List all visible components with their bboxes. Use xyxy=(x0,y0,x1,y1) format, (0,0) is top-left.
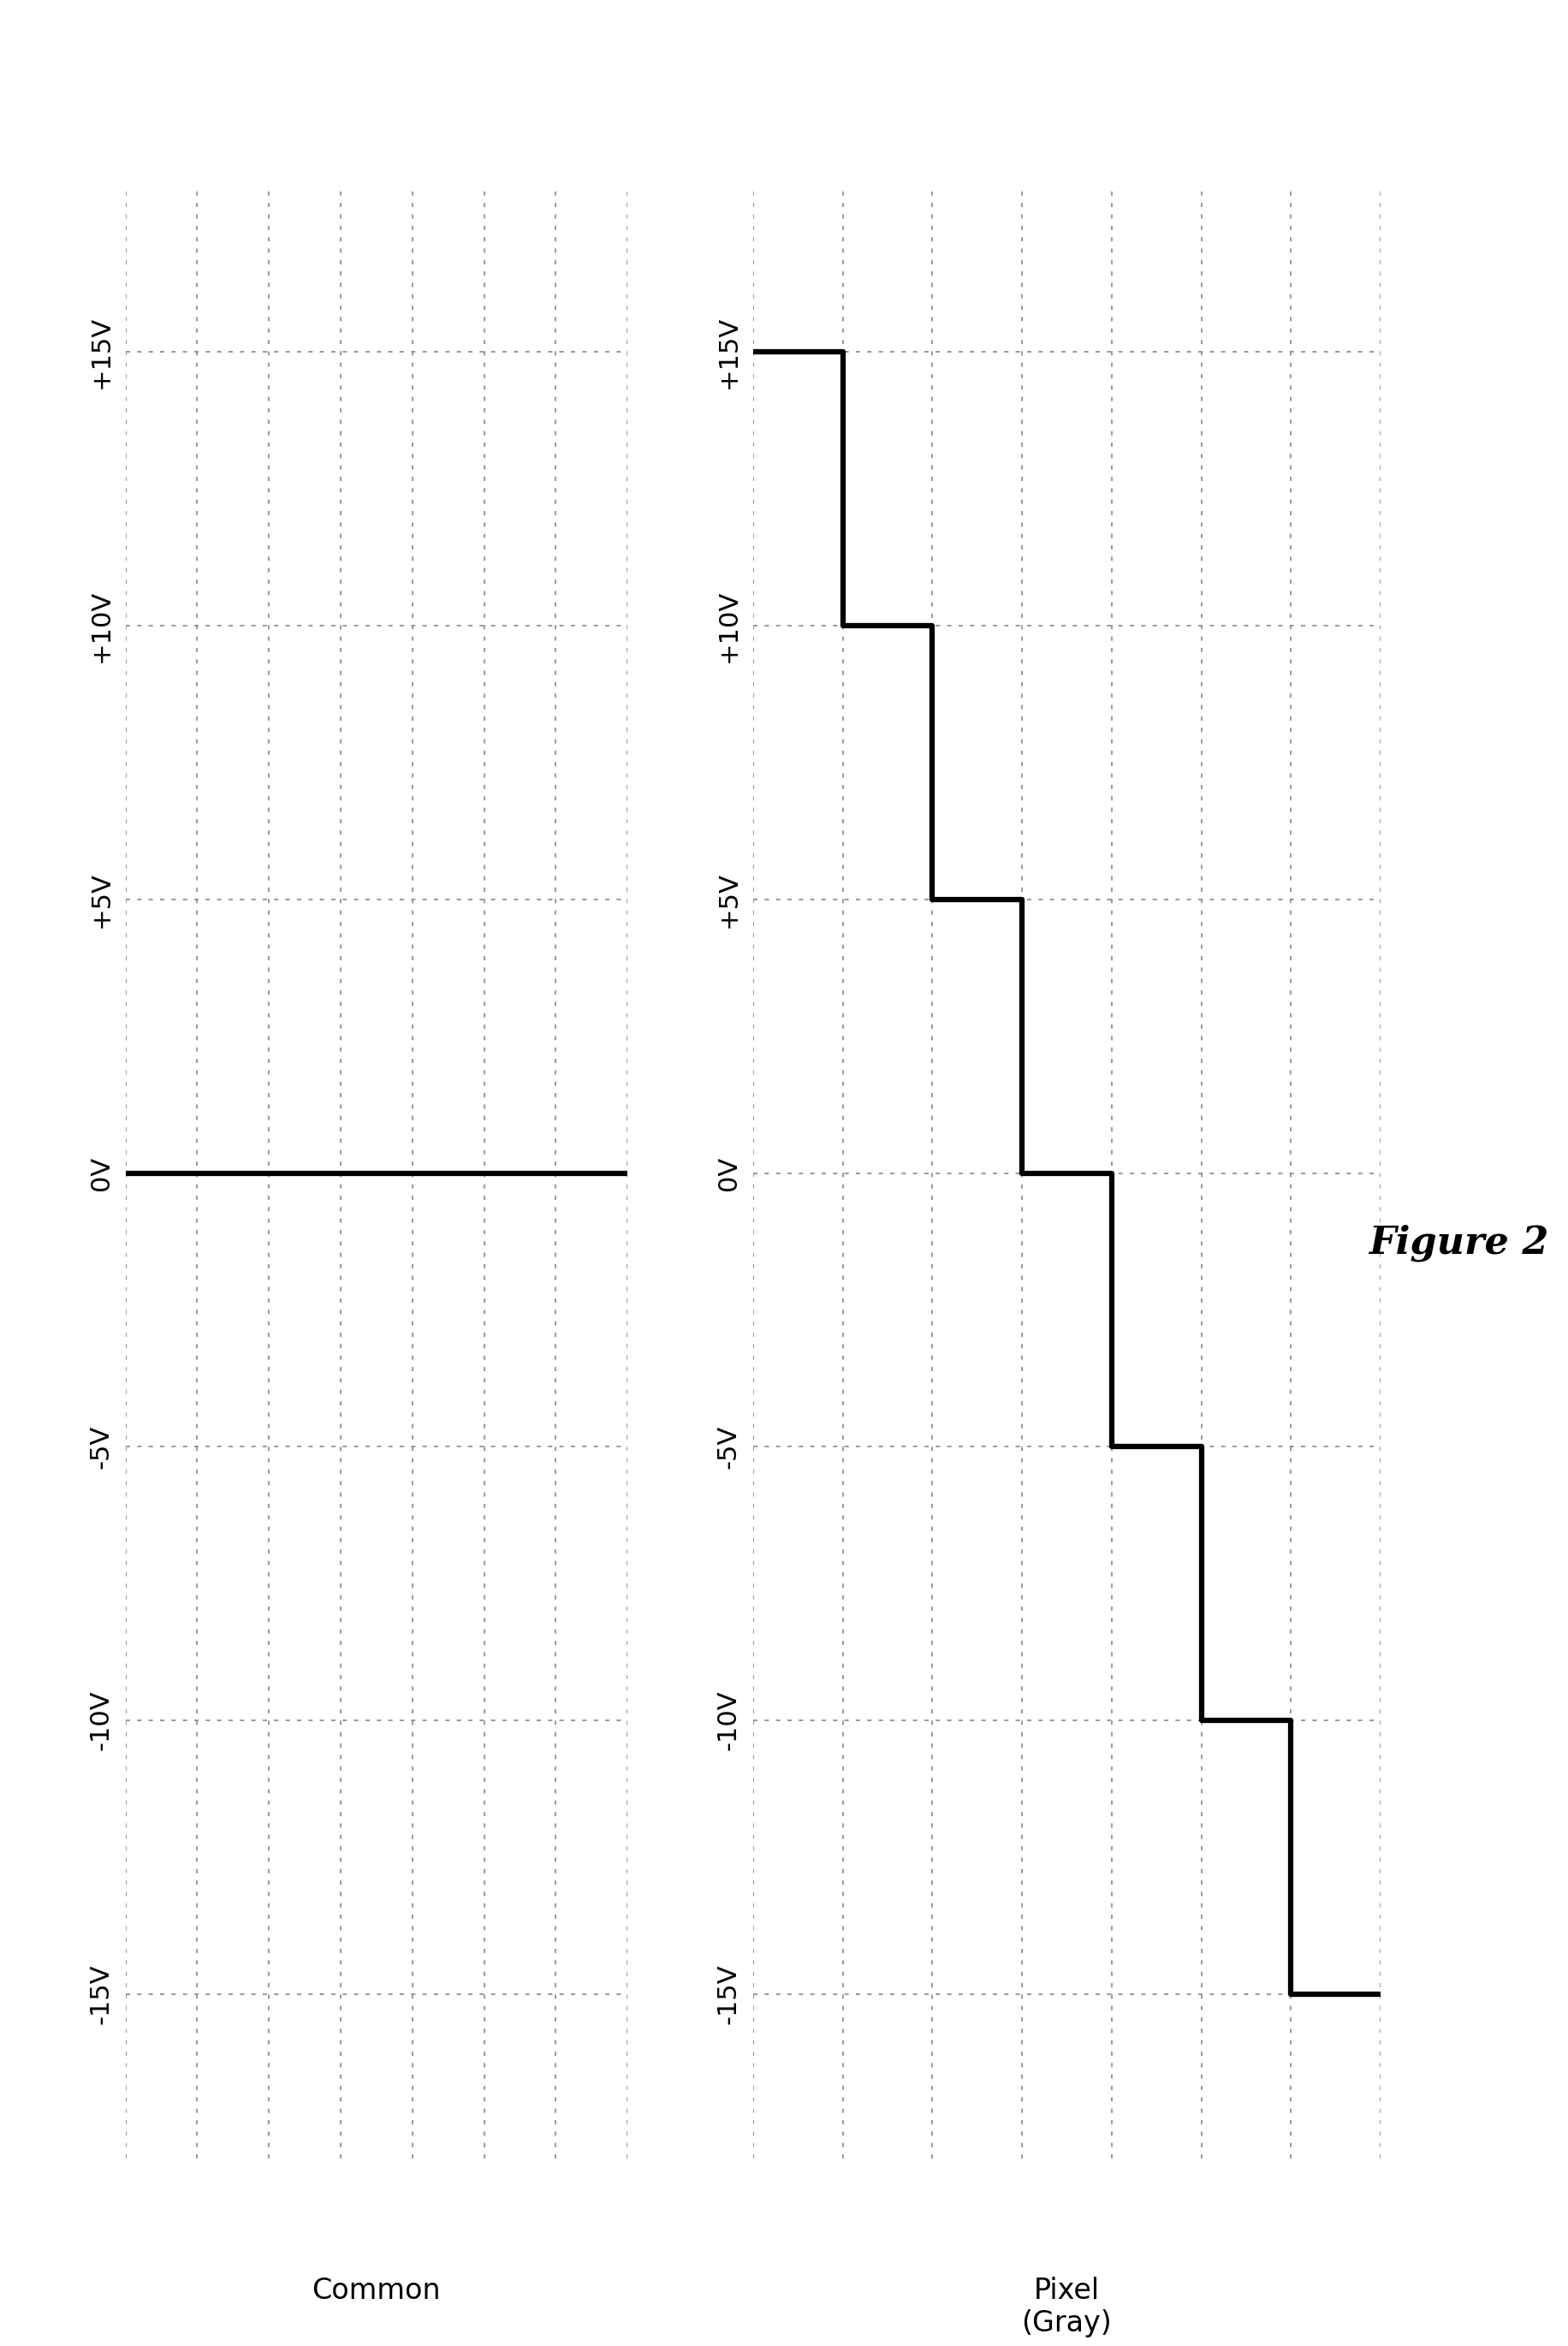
Text: Common: Common xyxy=(312,2276,441,2304)
Text: Figure 2: Figure 2 xyxy=(1369,1225,1548,1262)
Text: Pixel
(Gray): Pixel (Gray) xyxy=(1021,2276,1112,2337)
